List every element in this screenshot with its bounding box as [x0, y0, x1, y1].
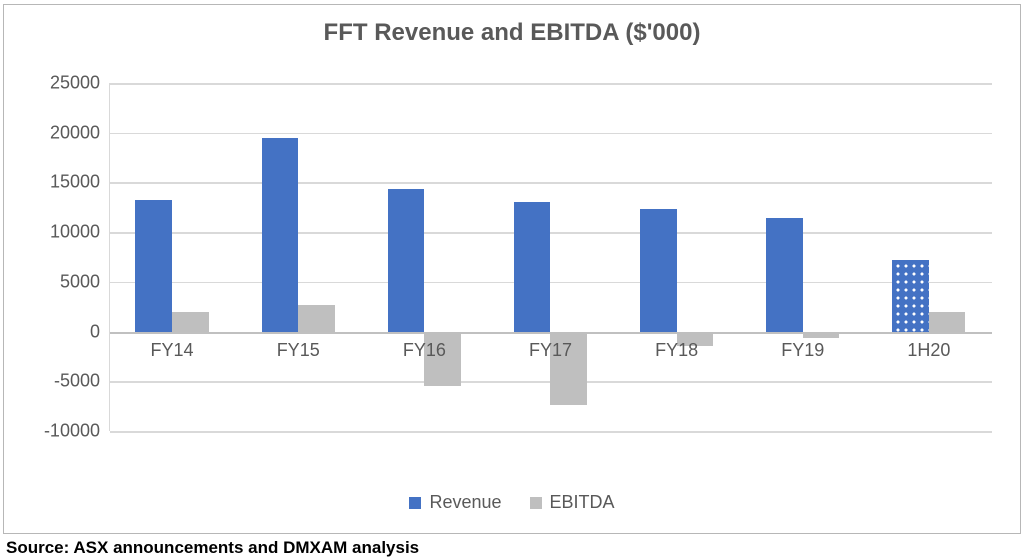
chart-legend: Revenue EBITDA — [4, 492, 1020, 513]
category-group: FY14 — [109, 83, 235, 431]
revenue-bar — [640, 209, 677, 331]
gridline — [110, 431, 992, 433]
legend-swatch — [409, 497, 421, 509]
category-group: FY15 — [235, 83, 361, 431]
revenue-bar — [892, 260, 929, 332]
x-tick-label: FY14 — [151, 340, 194, 361]
plot-area: -10000-50000500010000150002000025000 FY1… — [109, 83, 992, 431]
x-tick-label: FY17 — [529, 340, 572, 361]
ebitda-bar — [298, 305, 335, 332]
x-tick-label: FY19 — [781, 340, 824, 361]
revenue-bar — [766, 218, 803, 331]
y-tick-label: 25000 — [40, 73, 110, 94]
category-group: FY19 — [740, 83, 866, 431]
category-group: FY16 — [361, 83, 487, 431]
ebitda-bar — [929, 312, 966, 332]
chart-title: FFT Revenue and EBITDA ($'000) — [4, 5, 1020, 47]
category-group: FY18 — [614, 83, 740, 431]
x-tick-label: FY18 — [655, 340, 698, 361]
category-group: 1H20 — [866, 83, 992, 431]
y-tick-label: 0 — [40, 321, 110, 342]
source-attribution: Source: ASX announcements and DMXAM anal… — [0, 534, 1024, 558]
x-tick-label: FY16 — [403, 340, 446, 361]
y-tick-label: 5000 — [40, 271, 110, 292]
legend-item: EBITDA — [530, 492, 615, 513]
legend-item: Revenue — [409, 492, 501, 513]
x-tick-label: FY15 — [277, 340, 320, 361]
chart-frame: FFT Revenue and EBITDA ($'000) -10000-50… — [3, 4, 1021, 534]
y-tick-label: -5000 — [40, 371, 110, 392]
revenue-bar — [262, 138, 299, 332]
revenue-bar — [388, 189, 425, 331]
legend-label: Revenue — [429, 492, 501, 513]
y-tick-label: 15000 — [40, 172, 110, 193]
x-tick-label: 1H20 — [907, 340, 950, 361]
legend-swatch — [530, 497, 542, 509]
legend-label: EBITDA — [550, 492, 615, 513]
category-group: FY17 — [487, 83, 613, 431]
y-tick-label: -10000 — [40, 421, 110, 442]
ebitda-bar — [172, 312, 209, 332]
y-tick-label: 10000 — [40, 222, 110, 243]
revenue-bar — [135, 200, 172, 331]
revenue-bar — [514, 202, 551, 331]
y-tick-label: 20000 — [40, 122, 110, 143]
ebitda-bar — [803, 332, 840, 338]
